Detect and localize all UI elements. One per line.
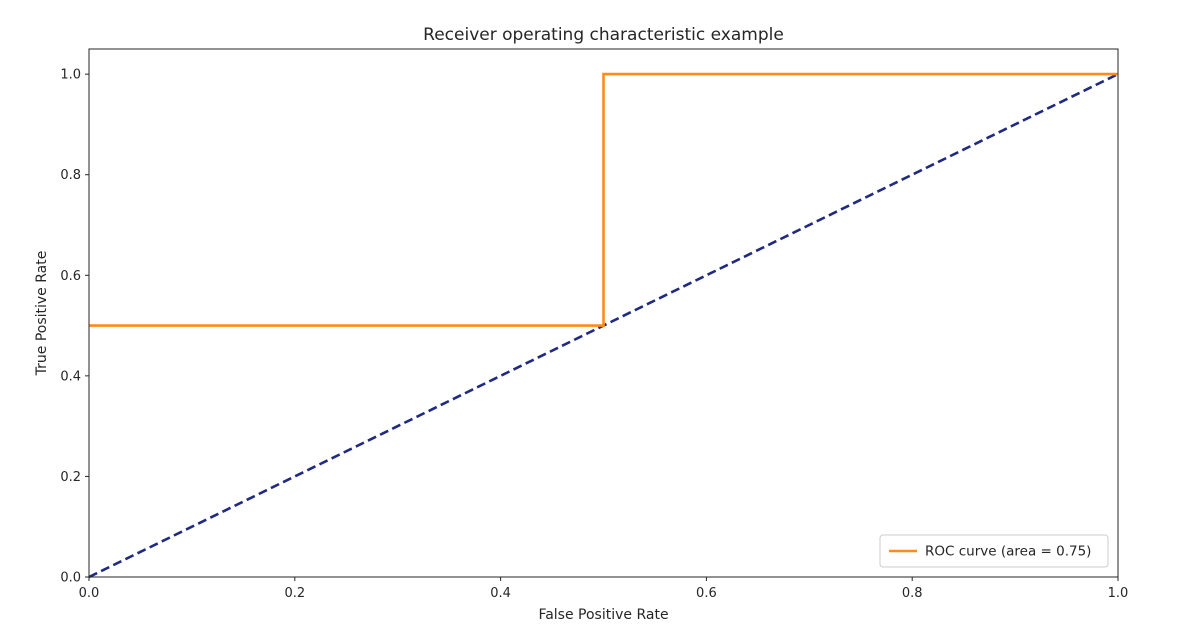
x-tick-label: 1.0 (1108, 586, 1129, 601)
x-axis-ticks: 0.0 0.2 0.4 0.6 0.8 1.0 (79, 577, 1129, 601)
y-tick-label: 1.0 (60, 68, 81, 83)
plot-content (88, 72, 1119, 579)
x-tick-label: 0.8 (902, 586, 923, 601)
x-tick-label: 0.4 (490, 586, 511, 601)
legend: ROC curve (area = 0.75) (879, 534, 1109, 568)
y-tick-label: 0.2 (60, 470, 81, 485)
x-axis-label: False Positive Rate (538, 607, 668, 623)
y-tick-label: 0.8 (60, 168, 81, 183)
x-tick-label: 0.2 (284, 586, 305, 601)
y-axis-label: True Positive Rate (34, 251, 50, 377)
y-tick-label: 0.0 (60, 571, 81, 586)
y-tick-label: 0.6 (60, 269, 81, 284)
chart-title: Receiver operating characteristic exampl… (423, 25, 784, 45)
legend-entry-label: ROC curve (area = 0.75) (925, 544, 1091, 560)
x-tick-label: 0.6 (696, 586, 717, 601)
legend-box (879, 534, 1109, 568)
x-tick-label: 0.0 (79, 586, 100, 601)
roc-curve-line (89, 72, 1118, 327)
y-axis-ticks: 0.0 0.2 0.4 0.6 0.8 1.0 (60, 68, 89, 586)
plot-frame (88, 48, 1119, 578)
y-tick-label: 0.4 (60, 369, 81, 384)
